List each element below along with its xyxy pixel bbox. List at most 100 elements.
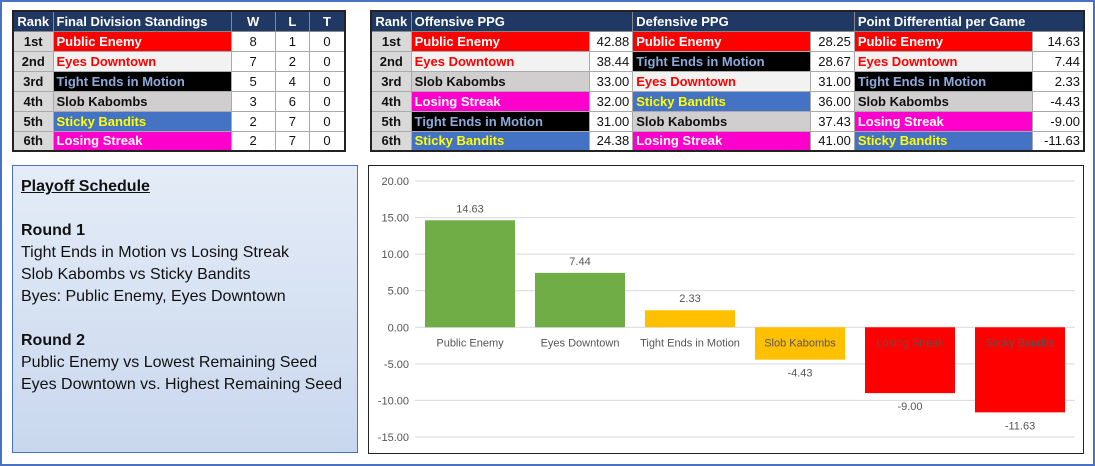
wins: 7 — [230, 50, 276, 72]
y-tick-label: 5.00 — [388, 286, 409, 298]
rank: 4th — [370, 90, 412, 112]
standings-row: 3rd Tight Ends in Motion 5 4 0 — [12, 70, 346, 92]
team-name: Slob Kabombs — [52, 90, 232, 112]
off-team: Eyes Downtown — [410, 50, 591, 72]
bar — [535, 272, 625, 328]
y-tick-label: 20.00 — [381, 176, 409, 188]
point-differential-chart: 20.00 15.00 10.00 5.00 0.00 -5.00 -10.00 -15.00… — [368, 165, 1084, 454]
stats-row: 5th Tight Ends in Motion 31.00 Slob Kabomb… — [370, 110, 1085, 132]
rank: 1st — [370, 30, 412, 52]
diff-value: 2.33 — [1032, 70, 1085, 92]
off-value: 31.00 — [589, 110, 634, 132]
wins: 2 — [230, 130, 276, 152]
header-defense: Defensive PPG — [632, 10, 855, 32]
ties: 0 — [309, 70, 346, 92]
off-value: 42.88 — [589, 30, 634, 52]
ties: 0 — [309, 110, 346, 132]
x-category-label: Public Enemy — [436, 337, 504, 349]
bar — [975, 327, 1065, 413]
bar — [425, 220, 515, 328]
data-label: 7.44 — [569, 256, 590, 268]
def-team: Losing Streak — [632, 130, 811, 152]
losses: 7 — [274, 110, 311, 132]
stats-row: 6th Sticky Bandits 24.38 Losing Streak 41.… — [370, 130, 1085, 152]
off-team: Public Enemy — [410, 30, 591, 52]
losses: 1 — [274, 30, 311, 52]
ties: 0 — [309, 130, 346, 152]
diff-team: Slob Kabombs — [853, 90, 1034, 112]
header-differential: Point Differential per Game — [853, 10, 1085, 32]
stats-row: 3rd Slob Kabombs 33.00 Eyes Downtown 31.00… — [370, 70, 1085, 92]
matchup: Tight Ends in Motion vs Losing Streak — [21, 244, 289, 261]
def-team: Slob Kabombs — [632, 110, 811, 132]
rank: 6th — [12, 130, 54, 152]
y-tick-label: -5.00 — [384, 359, 409, 371]
stats-row: 1st Public Enemy 42.88 Public Enemy 28.25 P… — [370, 30, 1085, 52]
diff-value: -11.63 — [1032, 130, 1085, 152]
y-tick-label: 0.00 — [388, 322, 409, 334]
off-value: 32.00 — [589, 90, 634, 112]
rank: 2nd — [370, 50, 412, 72]
data-label: -9.00 — [897, 401, 922, 413]
def-value: 37.43 — [809, 110, 855, 132]
standings-table: Rank Final Division Standings W L T 1st … — [12, 10, 346, 152]
bar — [865, 327, 955, 394]
playoff-title: Playoff Schedule — [21, 178, 150, 195]
chart-svg: 20.00 15.00 10.00 5.00 0.00 -5.00 -10.00 -15.00… — [378, 176, 1075, 444]
rank: 4th — [12, 90, 54, 112]
stats-row: 4th Losing Streak 32.00 Sticky Bandits 36.… — [370, 90, 1085, 112]
ties: 0 — [309, 50, 346, 72]
matchup: Eyes Downtown vs. Highest Remaining Seed — [21, 376, 343, 393]
round1-heading: Round 1 — [21, 222, 85, 239]
x-category-label: Eyes Downtown — [541, 337, 620, 349]
diff-value: -4.43 — [1032, 90, 1085, 112]
standings-row: 4th Slob Kabombs 3 6 0 — [12, 90, 346, 112]
stats-row: 2nd Eyes Downtown 38.44 Tight Ends in Moti… — [370, 50, 1085, 72]
matchup: Slob Kabombs vs Sticky Bandits — [21, 266, 251, 283]
rank: 6th — [370, 130, 412, 152]
bar — [755, 327, 845, 360]
bar — [645, 310, 735, 328]
data-label: -4.43 — [787, 368, 812, 380]
standings-row: 2nd Eyes Downtown 7 2 0 — [12, 50, 346, 72]
wins: 8 — [230, 30, 276, 52]
def-value: 36.00 — [809, 90, 855, 112]
off-team: Tight Ends in Motion — [410, 110, 591, 132]
data-label: -11.63 — [1005, 420, 1035, 432]
round2-heading: Round 2 — [21, 332, 85, 349]
y-tick-label: -15.00 — [378, 432, 409, 444]
standings-row: 1st Public Enemy 8 1 0 — [12, 30, 346, 52]
def-value: 31.00 — [809, 70, 855, 92]
standings-row: 6th Losing Streak 2 7 0 — [12, 130, 346, 152]
x-category-label: Slob Kabombs — [764, 337, 836, 349]
standings-row: 5th Sticky Bandits 2 7 0 — [12, 110, 346, 132]
off-team: Sticky Bandits — [410, 130, 591, 152]
team-name: Public Enemy — [52, 30, 232, 52]
wins: 5 — [230, 70, 276, 92]
x-category-label: Tight Ends in Motion — [640, 337, 740, 349]
rank: 5th — [370, 110, 412, 132]
header-rank: Rank — [12, 10, 54, 32]
stats-table: Rank Offensive PPG Defensive PPG Point D… — [370, 10, 1085, 152]
y-tick-label: 10.00 — [381, 249, 409, 261]
diff-team: Tight Ends in Motion — [853, 70, 1034, 92]
losses: 4 — [274, 70, 311, 92]
rank: 3rd — [12, 70, 54, 92]
header-l: L — [274, 10, 311, 32]
data-label: 14.63 — [456, 203, 484, 215]
losses: 6 — [274, 90, 311, 112]
def-team: Tight Ends in Motion — [632, 50, 811, 72]
ties: 0 — [309, 30, 346, 52]
team-name: Tight Ends in Motion — [52, 70, 232, 92]
diff-team: Public Enemy — [853, 30, 1034, 52]
losses: 7 — [274, 130, 311, 152]
x-category-label: Sticky Bandits — [985, 337, 1055, 349]
wins: 3 — [230, 90, 276, 112]
header-rank: Rank — [370, 10, 412, 32]
header-offense: Offensive PPG — [410, 10, 634, 32]
diff-team: Sticky Bandits — [853, 130, 1034, 152]
header-w: W — [230, 10, 276, 32]
rank: 2nd — [12, 50, 54, 72]
header-team: Final Division Standings — [52, 10, 232, 32]
